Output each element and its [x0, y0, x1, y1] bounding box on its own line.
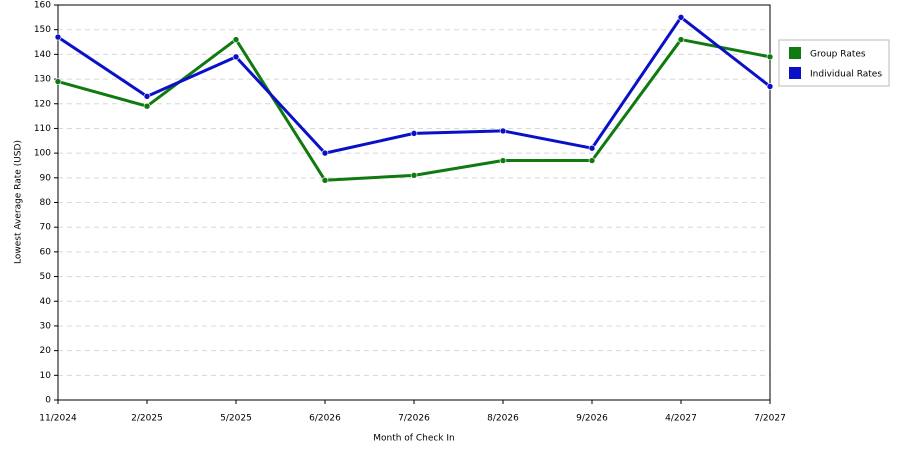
x-tick-label: 7/2027	[754, 414, 786, 424]
data-point	[321, 176, 329, 184]
y-axis-title: Lowest Average Rate (USD)	[14, 140, 24, 264]
y-tick-label: 90	[40, 173, 52, 183]
y-tick-label: 110	[34, 124, 51, 134]
y-tick-label: 10	[40, 371, 52, 381]
data-point	[677, 14, 685, 21]
x-axis-title: Month of Check In	[373, 434, 455, 444]
data-point	[410, 130, 418, 137]
x-tick-label: 6/2026	[309, 414, 341, 424]
data-point	[766, 53, 774, 61]
x-tick-label: 11/2024	[39, 414, 77, 424]
data-point	[410, 172, 418, 179]
y-tick-label: 150	[34, 25, 51, 35]
y-tick-label: 30	[40, 321, 52, 331]
data-point	[232, 36, 240, 43]
y-tick-label: 70	[40, 223, 52, 233]
legend-label: Group Rates	[810, 50, 866, 60]
data-point	[143, 93, 151, 100]
y-tick-label: 100	[34, 149, 51, 159]
y-tick-label: 80	[40, 198, 52, 208]
y-tick-label: 20	[40, 346, 52, 356]
series-line	[57, 38, 771, 182]
data-point	[54, 33, 62, 41]
data-point	[588, 157, 596, 164]
legend-swatch	[789, 67, 801, 79]
data-point	[499, 157, 507, 164]
y-tick-label: 40	[40, 297, 52, 307]
x-tick-label: 4/2027	[665, 414, 697, 424]
data-point	[499, 127, 507, 135]
data-point	[766, 83, 774, 90]
y-tick-label: 130	[34, 75, 51, 85]
y-tick-label: 0	[45, 396, 51, 406]
y-tick-label: 160	[34, 1, 51, 11]
data-point	[54, 78, 62, 85]
y-tick-label: 120	[34, 99, 51, 109]
x-tick-label: 7/2026	[398, 414, 430, 424]
x-tick-label: 5/2025	[220, 414, 252, 424]
legend-label: Individual Rates	[810, 70, 882, 80]
legend-swatch	[789, 47, 801, 59]
x-tick-label: 2/2025	[131, 414, 163, 424]
data-point	[321, 149, 329, 157]
y-tick-label: 140	[34, 50, 51, 60]
x-tick-label: 8/2026	[487, 414, 519, 424]
y-tick-label: 50	[40, 272, 52, 282]
y-tick-label: 60	[40, 247, 52, 257]
x-tick-label: 9/2026	[576, 414, 608, 424]
data-point	[232, 53, 240, 61]
data-point	[143, 102, 151, 110]
data-point	[677, 36, 685, 43]
data-point	[588, 144, 596, 152]
